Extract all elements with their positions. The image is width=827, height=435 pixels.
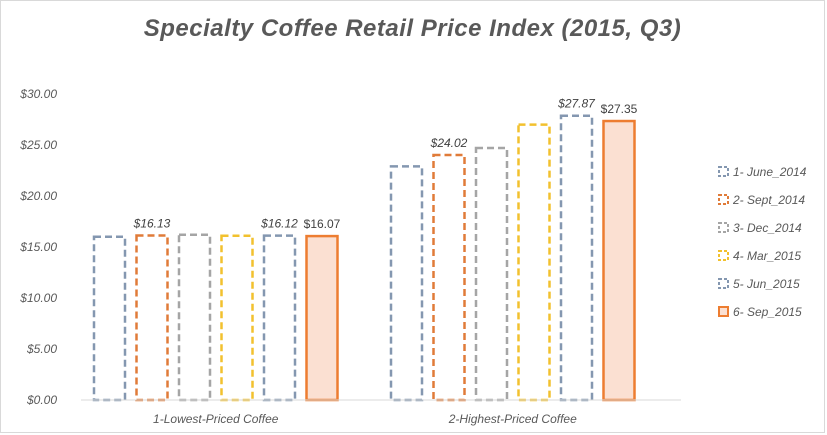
category-label: 1-Lowest-Priced Coffee: [153, 412, 279, 426]
data-labels: $16.13 $16.12 $16.07 $24.02 $27.87 $27.35: [133, 97, 638, 231]
y-tick-label: $10.00: [19, 291, 57, 305]
legend-label: 5- Jun_2015: [733, 277, 800, 291]
y-tick-label: $5.00: [26, 342, 57, 356]
legend: 1- June_2014 2- Sept_2014 3- Dec_2014 4- Ma…: [718, 165, 807, 319]
y-tick-label: $0.00: [26, 393, 57, 407]
bars: [92, 114, 636, 402]
bar-3-dec-2014: [177, 233, 212, 402]
y-tick-label: $15.00: [19, 240, 57, 254]
bar-5-jun-2015: [262, 234, 297, 402]
bar-1-june-2014: [389, 165, 424, 402]
legend-swatch: [718, 306, 729, 317]
legend-swatch: [718, 250, 729, 261]
bar-4-mar-2015: [517, 123, 551, 402]
y-tick-label: $25.00: [19, 138, 57, 152]
y-tick-label: $30.00: [19, 87, 57, 101]
legend-label: 1- June_2014: [733, 165, 807, 179]
bar-2-sept-2014: [135, 234, 169, 402]
legend-swatch: [718, 222, 729, 233]
data-label: $16.13: [133, 216, 171, 230]
bar-1-june-2014: [92, 235, 127, 402]
legend-label: 3- Dec_2014: [733, 221, 802, 235]
bar-4-mar-2015: [220, 234, 254, 402]
data-label: $27.35: [601, 102, 638, 116]
legend-label: 4- Mar_2015: [733, 249, 801, 263]
data-label: $24.02: [430, 136, 468, 150]
bar-5-jun-2015: [559, 114, 594, 402]
data-label: $16.12: [260, 217, 298, 231]
category-labels: 1-Lowest-Priced Coffee 2-Highest-Priced C…: [153, 412, 577, 426]
bar-3-dec-2014: [474, 146, 509, 402]
data-label: $16.07: [304, 217, 341, 231]
chart-title: Specialty Coffee Retail Price Index (201…: [143, 15, 682, 42]
data-label: $27.87: [557, 97, 596, 111]
bar-6-sep-2015: [305, 234, 339, 402]
bar-2-sept-2014: [432, 153, 466, 402]
legend-swatch: [718, 194, 729, 205]
legend-label: 2- Sept_2014: [732, 193, 805, 207]
legend-swatch: [718, 166, 729, 177]
y-tick-label: $20.00: [19, 189, 57, 203]
y-axis-labels: $0.00 $5.00 $10.00 $15.00 $20.00 $25.00 $30.00: [19, 87, 57, 407]
category-label: 2-Highest-Priced Coffee: [448, 412, 577, 426]
legend-label: 6- Sep_2015: [733, 305, 802, 319]
bar-6-sep-2015: [602, 119, 636, 402]
legend-swatch: [718, 278, 729, 289]
